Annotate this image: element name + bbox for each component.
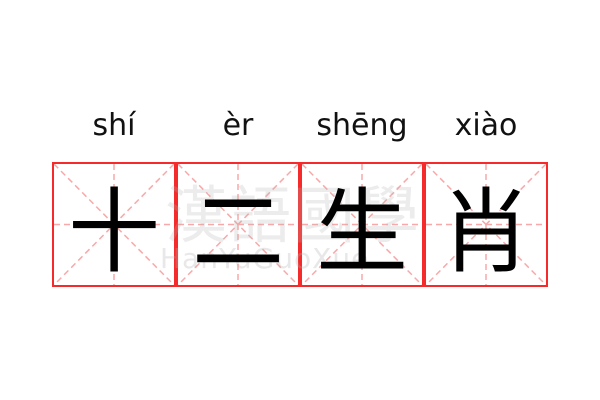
- guide-lines: [178, 164, 298, 285]
- character-cell: 二: [176, 162, 300, 287]
- character: 二: [191, 179, 284, 286]
- pinyin-4: xiào: [454, 108, 518, 143]
- watermark-chinese: 漢語國學: [165, 179, 422, 252]
- watermark-latin: HanYuGuoXue: [160, 242, 370, 275]
- character-cell: 十: [52, 162, 176, 287]
- pinyin-2: èr: [222, 108, 254, 143]
- character-cell: 生: [300, 162, 424, 287]
- character-grid: 十 二 生 肖: [52, 162, 548, 287]
- character: 十: [67, 179, 160, 286]
- guide-lines: [426, 164, 546, 285]
- character-cell: 肖: [424, 162, 548, 287]
- character: 生: [315, 179, 408, 286]
- character: 肖: [439, 179, 532, 286]
- guide-lines: [302, 164, 422, 285]
- pinyin-3: shēng: [316, 108, 408, 143]
- guide-lines: [54, 164, 174, 285]
- pinyin-1: shí: [92, 108, 136, 143]
